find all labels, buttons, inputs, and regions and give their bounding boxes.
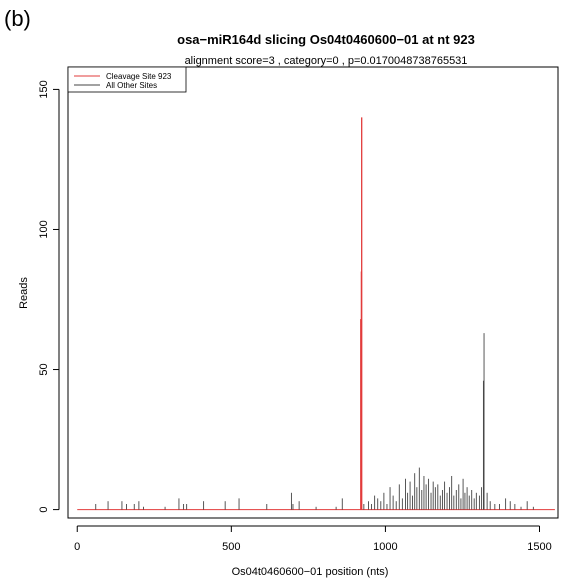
y-tick-label: 150: [38, 80, 50, 98]
x-axis-label: Os04t0460600−01 position (nts): [232, 566, 389, 578]
x-tick-label: 0: [74, 541, 80, 553]
y-axis-label: Reads: [18, 277, 30, 309]
y-tick-label: 0: [38, 507, 50, 513]
legend-box: [67, 66, 187, 93]
y-axis: 0 50 100 150: [38, 80, 60, 513]
x-tick-label: 1000: [373, 541, 397, 553]
chart-subtitle: alignment score=3 , category=0 , p=0.017…: [185, 55, 468, 67]
y-tick-label: 50: [38, 363, 50, 375]
legend-label-cleavage-site: Cleavage Site 923: [106, 72, 172, 81]
plot-frame: [67, 66, 559, 519]
legend: Cleavage Site 923 All Other Sites: [67, 66, 187, 93]
series-layer: [95, 117, 534, 510]
panel-label: (b): [4, 6, 31, 31]
legend-label-other-sites: All Other Sites: [106, 81, 157, 90]
x-tick-label: 500: [222, 541, 240, 553]
y-tick-label: 100: [38, 220, 50, 238]
x-axis: 0 500 1000 1500: [74, 525, 552, 553]
chart-title: osa−miR164d slicing Os04t0460600−01 at n…: [177, 32, 475, 47]
x-tick-label: 1500: [527, 541, 551, 553]
